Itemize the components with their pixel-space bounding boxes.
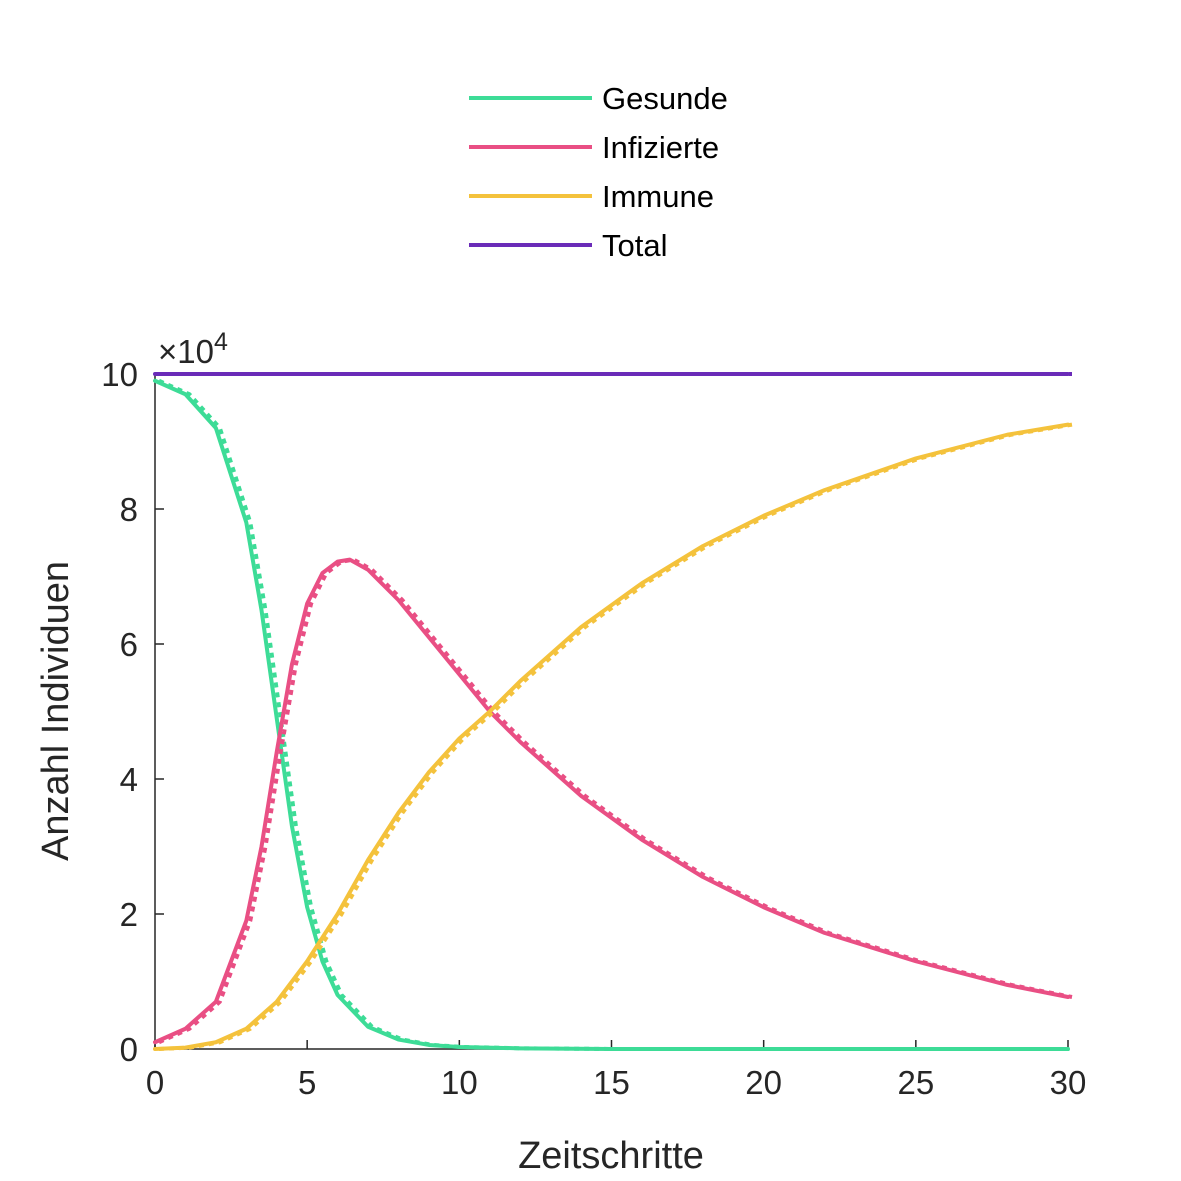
y-multiplier-base: ×10 [158,333,214,370]
series-lines [153,372,1073,1051]
series-line-dotted-gesunde [158,378,1072,1051]
y-tick-label: 0 [120,1031,138,1068]
y-tick-label: 4 [120,761,138,798]
y-tick-label: 8 [120,491,138,528]
y-axis-multiplier: ×104 [158,328,228,370]
legend-label-gesunde: Gesunde [602,81,728,116]
x-tick-label: 10 [441,1064,478,1101]
legend-label-total: Total [602,228,667,263]
series-line-dotted-immune [158,422,1073,1051]
legend-label-immune: Immune [602,179,714,214]
legend: Gesunde Infizierte Immune Total [469,81,728,263]
series-line-dotted-infizierte [158,557,1073,1045]
x-tick-label: 5 [298,1064,316,1101]
series-line-gesunde [153,378,1070,1051]
x-axis-title: Zeitschritte [518,1135,704,1177]
x-tick-label: 20 [745,1064,782,1101]
x-tick-label: 30 [1050,1064,1087,1101]
y-tick-label: 2 [120,896,138,933]
legend-label-infizierte: Infizierte [602,130,719,165]
x-tick-label: 0 [146,1064,164,1101]
series-line-infizierte [153,557,1070,1045]
y-axis-title: Anzahl Individuen [35,561,77,861]
y-tick-label: 10 [101,356,138,393]
x-tick-label: 25 [897,1064,934,1101]
axes: 0 5 10 15 20 25 30 0 2 4 6 8 10 [101,356,1086,1101]
x-tick-label: 15 [593,1064,630,1101]
series-line-immune [153,422,1070,1051]
y-tick-label: 6 [120,626,138,663]
y-multiplier-exponent: 4 [214,328,228,356]
